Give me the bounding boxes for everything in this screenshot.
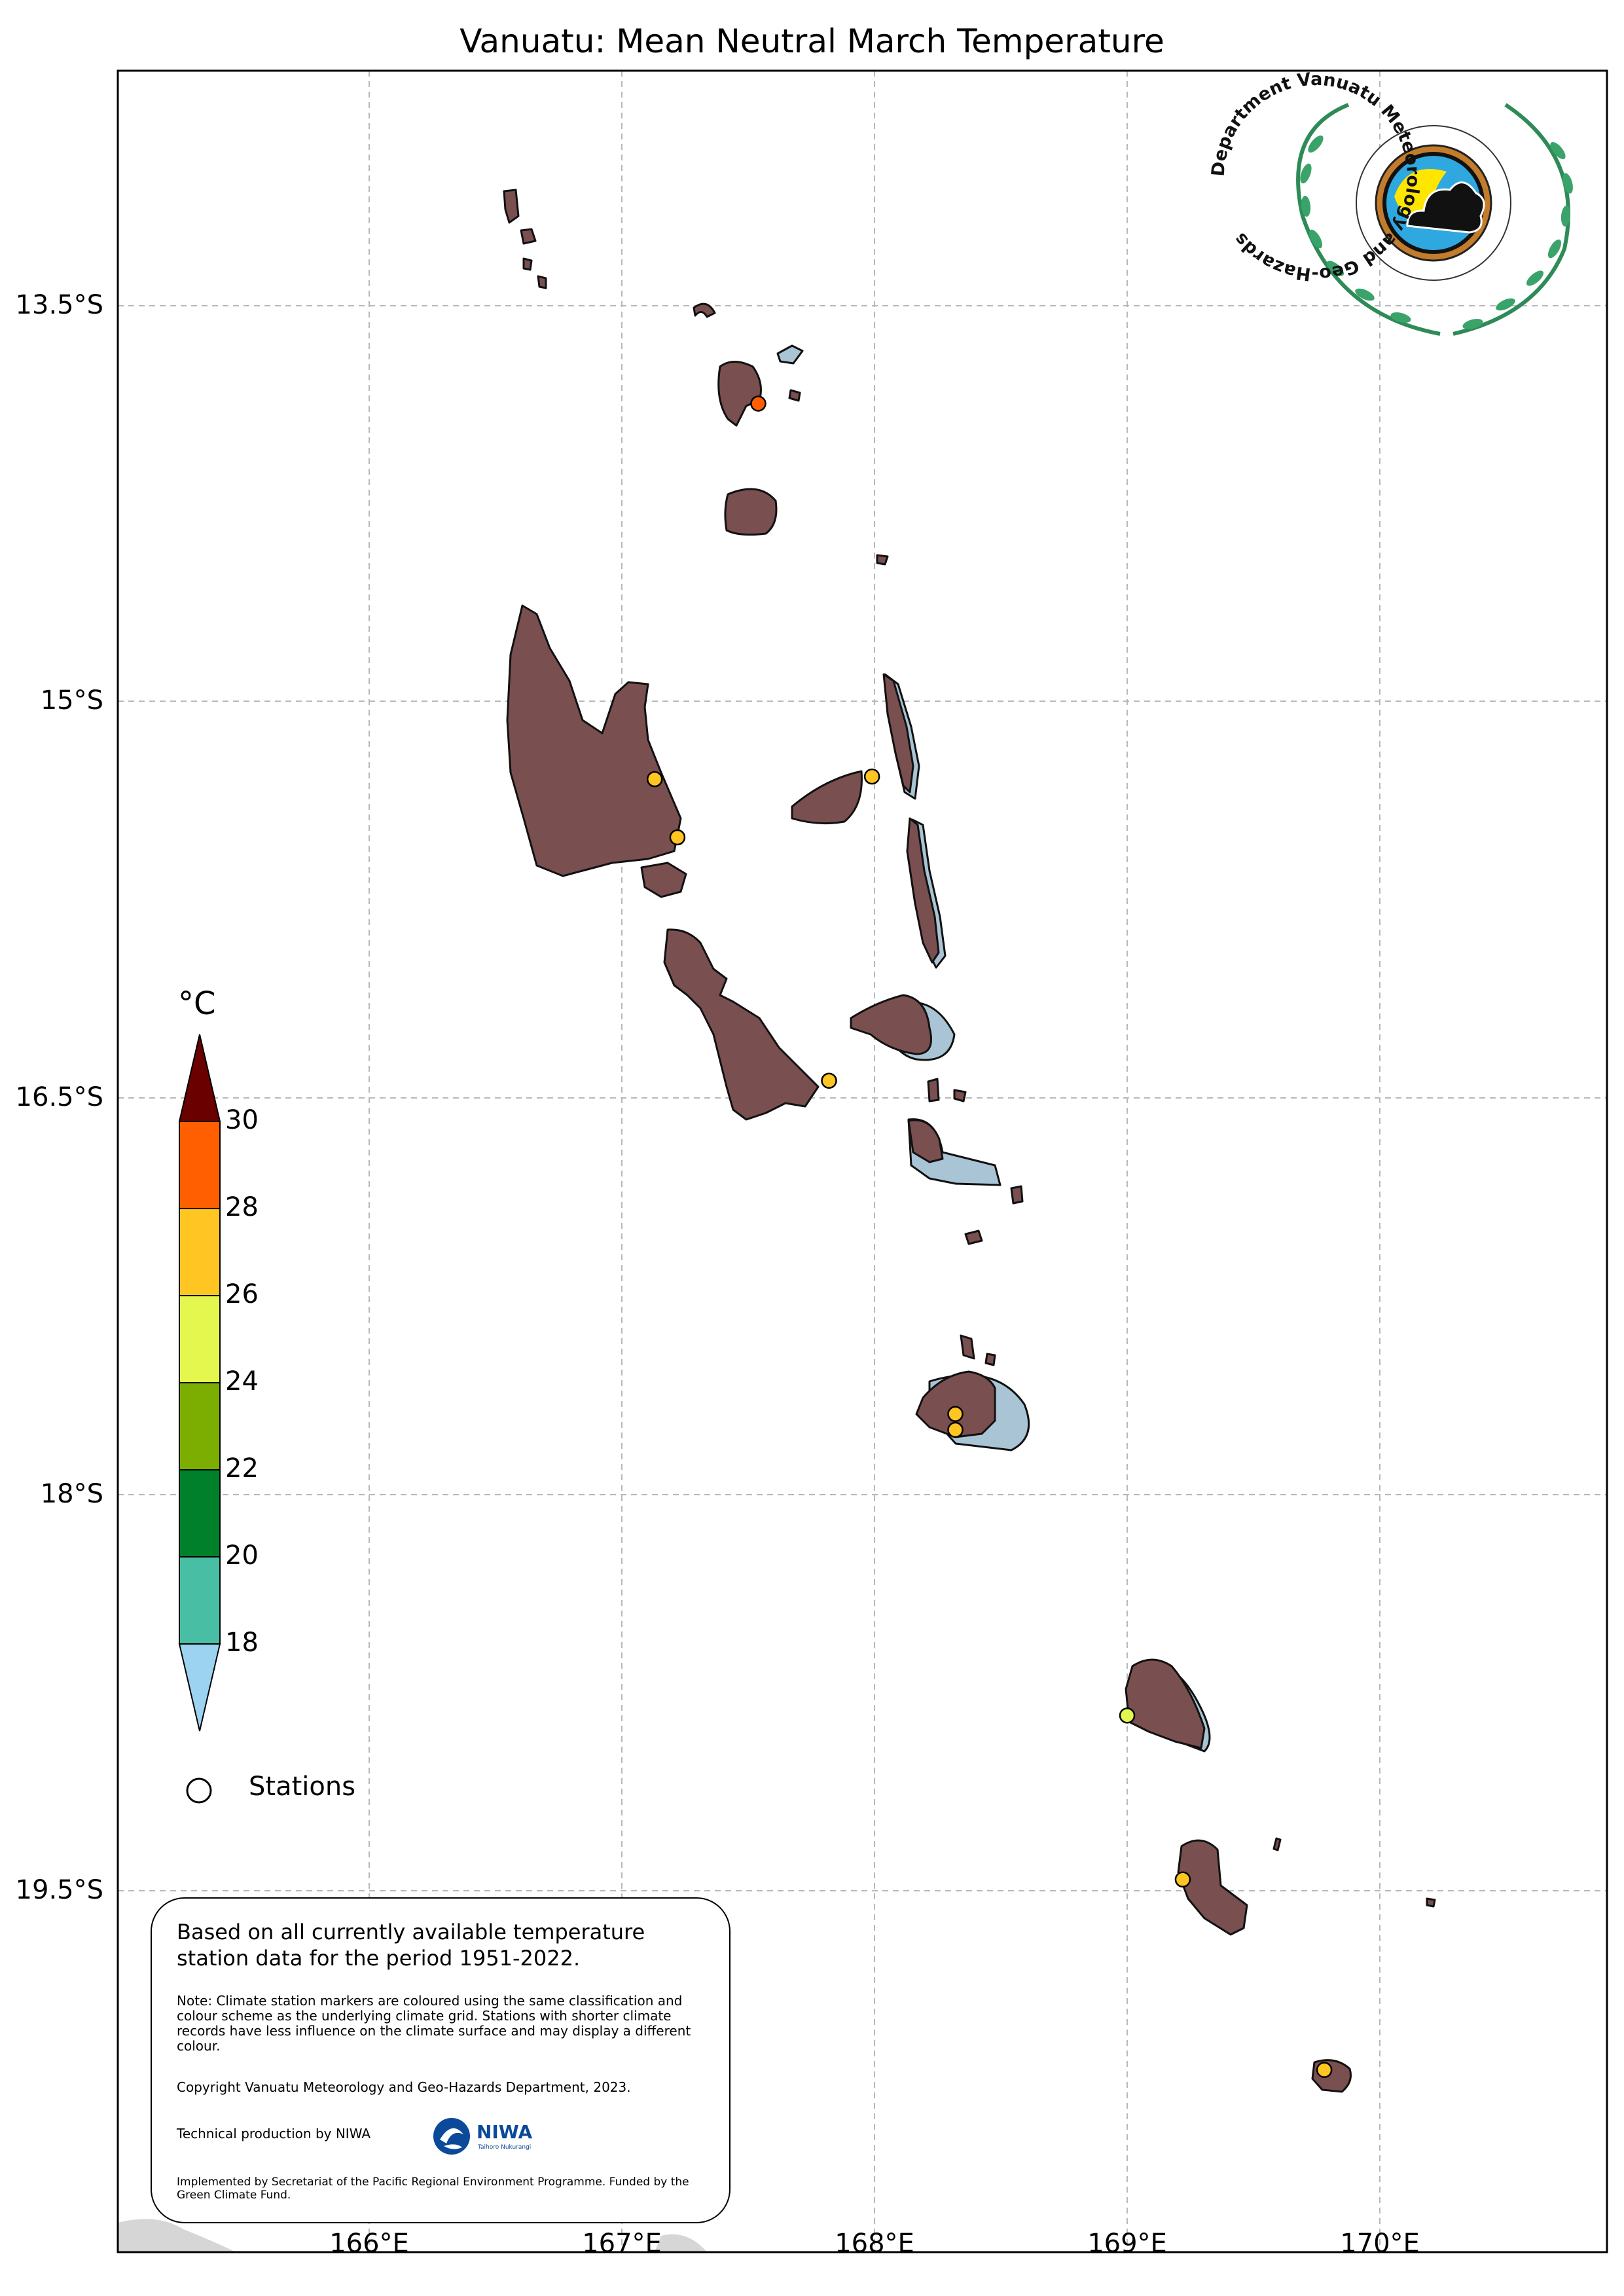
station-marker [863,768,880,785]
vmgd-logo: Department Vanuatu Meteorology and Geo-H… [1208,69,1573,336]
info-technical: Technical production by NIWA [177,2126,371,2141]
merelava [876,554,889,566]
colorbar-unit: °C [178,985,216,1022]
malo-island [640,862,687,898]
logo-cloud-icon [1406,181,1485,234]
stations [646,395,1333,2078]
station-marker [947,1421,964,1438]
colorbar-bin-26-28 [179,1208,221,1296]
colorbar-tick-18: 18 [225,1628,259,1658]
plot-area [118,71,1607,2252]
station-marker [1174,1871,1191,1888]
station-marker [750,395,767,412]
ambrym [850,994,932,1055]
gaua [724,488,778,536]
lon-label-168: 168°E [835,2229,914,2259]
maewo [882,673,914,793]
info-box [151,1897,731,2223]
colorbar-tick-28: 28 [225,1192,259,1222]
torres-shallow [776,344,804,365]
aniwa [1426,1897,1436,1908]
map-title: Vanuatu: Mean Neutral March Temperature [460,22,1164,60]
colorbar-tick-26: 26 [225,1279,259,1309]
tongoa [1010,1185,1024,1205]
lat-label-19-5: 19.5°S [15,1875,103,1905]
pele [984,1353,996,1366]
colorbar-extend-min [178,1643,221,1732]
lat-label-18: 18°S [40,1479,103,1509]
futuna [1272,1837,1282,1851]
colorbar-tick-30: 30 [225,1105,259,1135]
malakula [663,928,820,1121]
station-marker [821,1072,837,1089]
corner-landmass [118,2219,236,2252]
colorbar-tick-22: 22 [225,1453,259,1484]
colorbar-bin-22-24 [179,1382,221,1470]
nguna [960,1334,975,1360]
station-marker [669,829,686,846]
lat-label-15: 15°S [40,685,103,716]
lat-label-13-5: 13.5°S [15,290,103,320]
stations-legend-marker [186,1777,212,1804]
laurel-right-icon [1453,103,1570,336]
colorbar [178,1034,221,1732]
efate [915,1370,996,1438]
pentecost [906,817,940,964]
espiritu-santo [506,604,682,877]
plot-frame [117,69,1608,2253]
lat-label-16-5: 16.5°S [15,1082,103,1112]
stations-legend-label: Stations [249,1772,356,1802]
station-marker [1316,2062,1333,2078]
colorbar-tick-24: 24 [225,1366,259,1396]
info-copyright: Copyright Vanuatu Meteorology and Geo-Ha… [177,2079,631,2095]
graticule [118,71,1607,2252]
info-implemented: Implemented by Secretariat of the Pacifi… [177,2176,689,2202]
station-marker [947,1406,964,1423]
lopevi [953,1089,967,1102]
mota-lava [788,389,801,402]
colorbar-bin-18-20 [179,1556,221,1645]
niwa-tagline: Taihoro Nukurangi [477,2144,531,2151]
niwa-swirl-icon [433,2118,470,2155]
erromango [1125,1658,1206,1749]
vanua-lava [717,361,762,427]
lon-label-170: 170°E [1340,2229,1420,2259]
laurel-left-icon [1296,103,1441,336]
hiu-island [503,189,520,224]
station-marker [1119,1707,1136,1724]
toga-island [520,228,537,245]
station-marker [646,771,663,788]
info-note: Note: Climate station markers are colour… [177,1993,691,2054]
lon-label-166: 166°E [329,2229,409,2259]
tegua-island [537,275,547,289]
paama [927,1078,940,1102]
lon-label-167: 167°E [582,2229,662,2259]
ureparapara [693,302,716,318]
emae [964,1230,983,1245]
lon-label-169: 169°E [1087,2229,1167,2259]
tanna [1177,1839,1248,1936]
info-main-text: Based on all currently available tempera… [177,1920,645,1971]
loh-island [522,257,533,271]
colorbar-bin-20-22 [179,1469,221,1558]
niwa-logo: NIWA Taihoro Nukurangi [432,2113,550,2162]
islands [503,189,1436,2093]
corner-landmass-right [655,2234,707,2252]
colorbar-bin-24-26 [179,1295,221,1383]
epi [907,1119,944,1163]
niwa-wordmark: NIWA [477,2121,532,2143]
colorbar-bin-28-30 [179,1121,221,1209]
colorbar-tick-20: 20 [225,1540,259,1571]
logo-sun-icon [1394,168,1447,223]
ambae [791,770,863,825]
